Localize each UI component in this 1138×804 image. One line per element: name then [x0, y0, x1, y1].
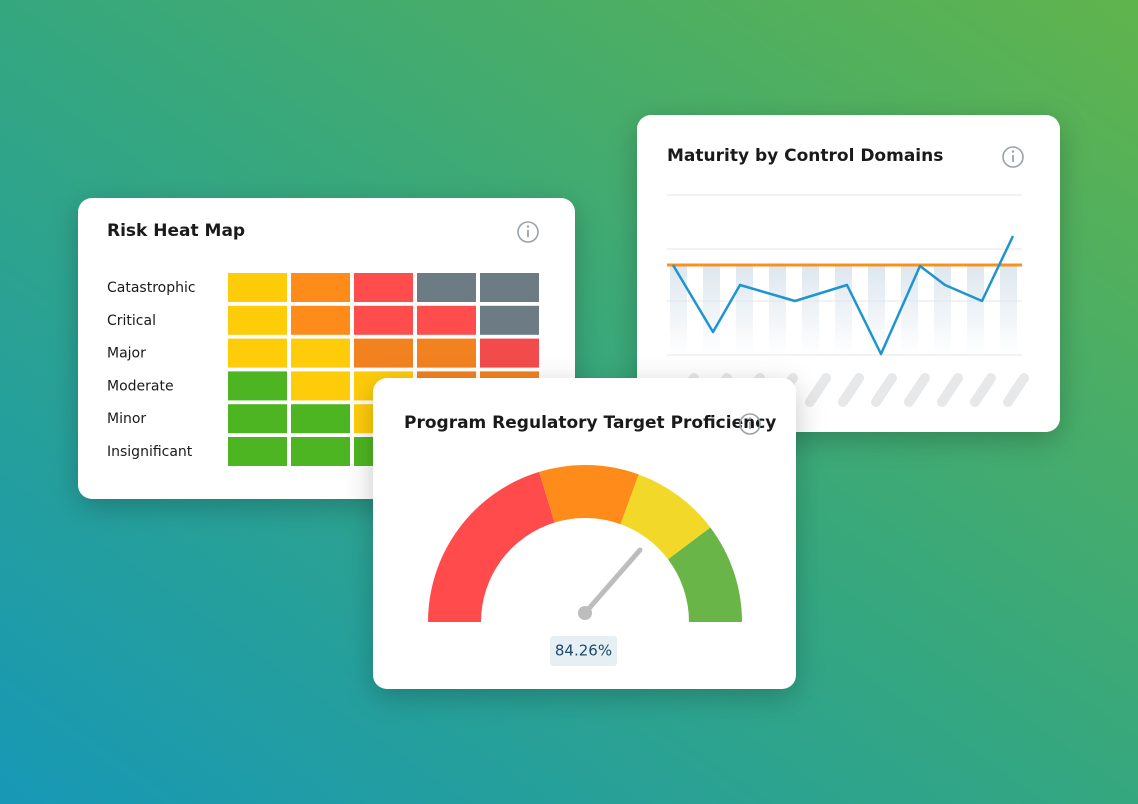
grid-lines [667, 194, 1022, 356]
column-band [967, 265, 984, 355]
column-band [901, 265, 918, 355]
heat-cell [291, 371, 350, 401]
heat-cell [291, 273, 350, 302]
row-label: Catastrophic [107, 280, 196, 296]
heat-cell [291, 437, 350, 466]
gauge-segment [620, 474, 711, 560]
heat-cell [354, 338, 413, 368]
placeholder-dash [937, 373, 963, 407]
column-band [670, 265, 687, 355]
column-band [769, 265, 786, 355]
card-title: Maturity by Control Domains [667, 146, 943, 166]
heat-cell [228, 404, 287, 434]
placeholder-dash [838, 373, 864, 407]
column-band [934, 265, 951, 355]
column-band [736, 265, 753, 355]
heat-cell [417, 273, 476, 302]
column-band [868, 265, 885, 355]
column-band [835, 265, 852, 355]
heat-cell [480, 273, 539, 302]
gauge-segment [539, 465, 639, 525]
value-box [550, 636, 617, 666]
placeholder-dash [970, 373, 996, 407]
heat-cell [228, 273, 287, 302]
card-title: Program Regulatory Target Proficiency [404, 413, 776, 433]
heat-cell [228, 305, 287, 335]
heat-cell [228, 437, 287, 466]
info-icon[interactable] [739, 413, 761, 435]
gauge-segment [668, 527, 742, 622]
placeholder-dash [904, 373, 930, 407]
row-label: Major [107, 346, 146, 362]
column-band [1000, 265, 1017, 355]
trend-line [671, 235, 1015, 356]
gauge-card: Program Regulatory Target Proficiency 84… [373, 378, 796, 689]
heat-cell [228, 338, 287, 368]
info-icon[interactable] [517, 221, 539, 243]
heat-cell [480, 305, 539, 335]
maturity-card: Maturity by Control Domains [637, 115, 1060, 432]
placeholder-dash [871, 373, 897, 407]
heat-cell [417, 338, 476, 368]
heat-cell [291, 404, 350, 434]
heat-cell [291, 305, 350, 335]
placeholder-dash [1003, 373, 1029, 407]
row-label: Insignificant [107, 444, 193, 460]
gauge-segment [428, 471, 555, 622]
needle-hub [578, 606, 592, 620]
column-band [703, 265, 720, 355]
row-label: Moderate [107, 378, 174, 394]
placeholder-dash [805, 373, 831, 407]
needle [582, 547, 643, 616]
gauge-value: 84.26% [555, 642, 612, 660]
heat-cell [228, 371, 287, 401]
column-band [802, 265, 819, 355]
row-label: Critical [107, 313, 156, 329]
heat-cell [354, 305, 413, 335]
heat-cell [354, 273, 413, 302]
info-icon[interactable] [1002, 146, 1024, 168]
card-title: Risk Heat Map [107, 221, 245, 241]
row-label: Minor [107, 411, 146, 427]
heat-cell [480, 338, 539, 368]
heat-cell [291, 338, 350, 368]
heat-cell [417, 305, 476, 335]
